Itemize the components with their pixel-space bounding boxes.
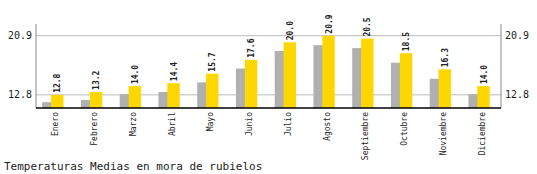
bar (90, 92, 102, 108)
x-tick-label: Septiembre (361, 112, 370, 160)
chart: 12.8 13.2 14.0 14.4 15.7 17.6 20.0 20.9 20.5 18.5… (0, 0, 537, 174)
x-tick-label: Noviembre (439, 112, 448, 156)
data-label: 13.2 (92, 70, 101, 89)
x-tick-label: Marzo (129, 112, 138, 136)
y-tick-label: 20.9 (8, 30, 32, 41)
chart-root: 12.8 13.2 14.0 14.4 15.7 17.6 20.0 20.9 20.5 18.5… (0, 0, 537, 174)
x-tick-label: Enero (51, 112, 60, 136)
data-label: 14.0 (480, 65, 489, 84)
x-tick-label: Diciembre (478, 112, 487, 156)
y2-tick-label: 20.9 (505, 30, 529, 41)
y-axis-line (36, 24, 37, 108)
y-tick-label: 12.8 (8, 89, 32, 100)
bar (245, 60, 257, 108)
bar (322, 36, 334, 108)
x-tick-label: Febrero (90, 112, 99, 146)
bar (51, 95, 63, 108)
grid-line (36, 35, 501, 36)
data-label: 12.8 (53, 73, 62, 92)
data-label: 15.7 (208, 52, 217, 71)
bar (400, 53, 412, 108)
bar (477, 86, 489, 108)
y2-tick-label: 12.8 (505, 89, 529, 100)
data-label: 18.5 (402, 32, 411, 51)
x-tick-label: Abril (168, 112, 177, 136)
title: Temperaturas Medias en mora de rubielos (4, 160, 262, 173)
data-labels: 12.8 13.2 14.0 14.4 15.7 17.6 20.0 20.9 20.5 18.5… (53, 14, 488, 93)
bars (42, 36, 490, 108)
data-label: 20.0 (286, 21, 295, 40)
data-label: 14.0 (131, 65, 140, 84)
bar (439, 69, 451, 108)
x-tick-label: Mayo (206, 112, 215, 131)
data-label: 20.9 (325, 14, 334, 33)
bar (129, 86, 141, 108)
x-tick-label: Julio (284, 112, 293, 136)
bar (167, 83, 179, 108)
x-tick-label: Octubre (400, 112, 409, 146)
bar (206, 74, 218, 108)
y2-axis-line (501, 24, 502, 108)
data-label: 14.4 (170, 62, 179, 81)
data-label: 20.5 (363, 17, 372, 36)
data-label: 16.3 (441, 48, 450, 67)
x-tick-label: Agosto (323, 112, 332, 141)
x-tick-label: Junio (245, 112, 254, 136)
baseline (36, 107, 501, 109)
bar (284, 42, 296, 108)
data-label: 17.6 (247, 38, 256, 57)
bar (361, 39, 373, 108)
